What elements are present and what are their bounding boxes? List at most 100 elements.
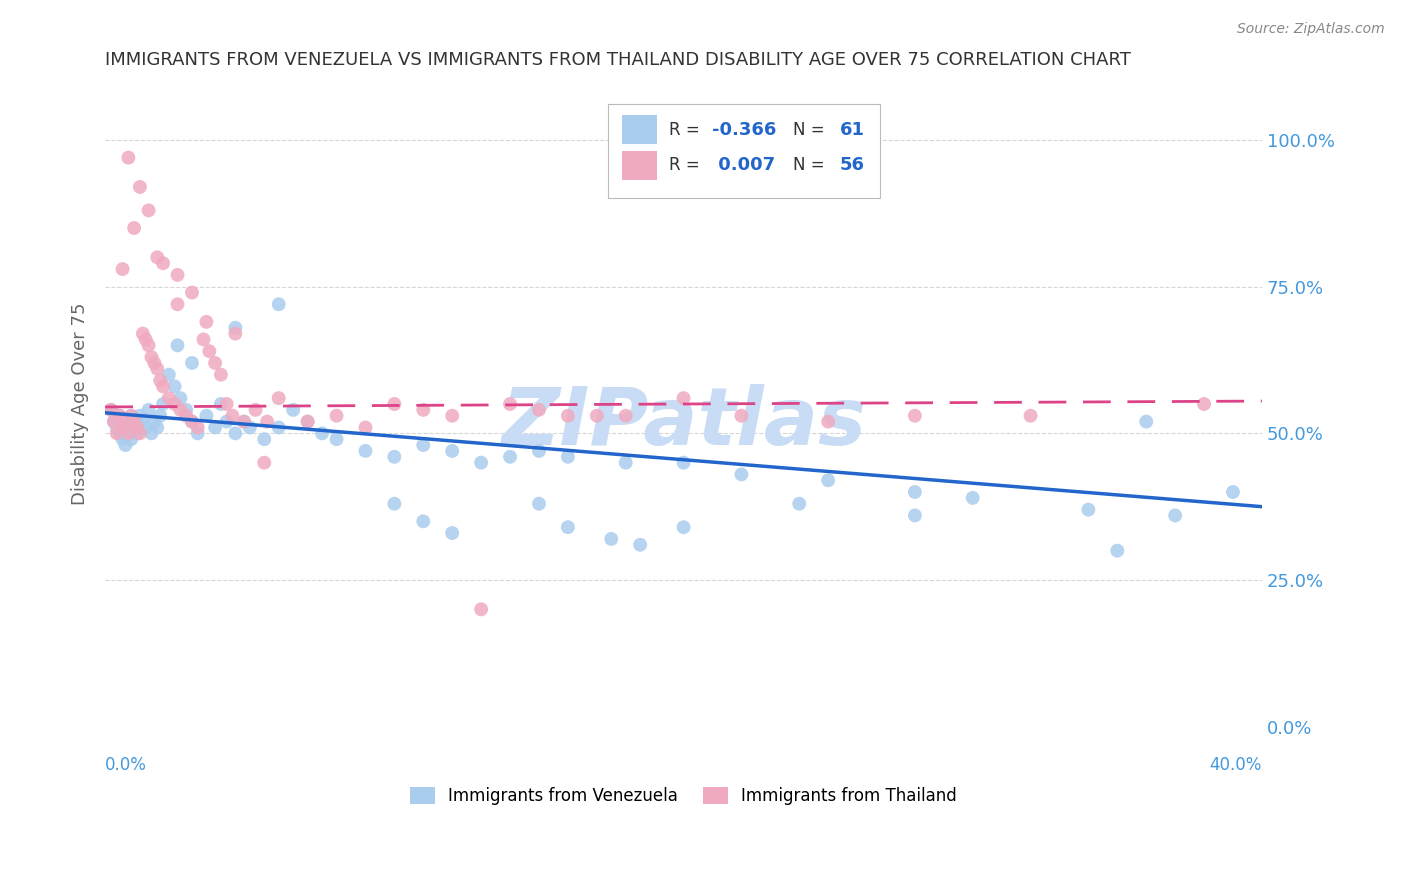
Point: [195, 315, 218, 329]
Point: [120, 409, 142, 423]
Point: [962, 491, 984, 505]
Point: [245, 402, 267, 417]
Point: [730, 467, 752, 482]
Point: [117, 151, 139, 165]
Point: [384, 497, 406, 511]
Point: [311, 426, 333, 441]
Point: [441, 444, 464, 458]
Point: [527, 402, 550, 417]
FancyBboxPatch shape: [623, 151, 657, 180]
Text: 40.0%: 40.0%: [1209, 756, 1263, 773]
Point: [108, 409, 131, 423]
Point: [129, 426, 152, 441]
Point: [157, 391, 180, 405]
Point: [224, 326, 246, 341]
Point: [122, 420, 145, 434]
Point: [138, 402, 160, 417]
Point: [138, 338, 160, 352]
Text: -0.366: -0.366: [713, 120, 778, 139]
Point: [904, 409, 927, 423]
Point: [614, 409, 637, 423]
Point: [146, 420, 169, 434]
Point: [100, 402, 122, 417]
Point: [117, 426, 139, 441]
Point: [108, 409, 131, 423]
Point: [174, 402, 197, 417]
Point: [105, 420, 128, 434]
Text: 0.0%: 0.0%: [105, 756, 148, 773]
Point: [103, 415, 125, 429]
Text: 0.007: 0.007: [713, 156, 776, 174]
Point: [181, 285, 204, 300]
Text: N =: N =: [793, 120, 831, 139]
Point: [132, 415, 155, 429]
Point: [904, 485, 927, 500]
Point: [354, 444, 377, 458]
Point: [441, 526, 464, 541]
Point: [412, 438, 434, 452]
Point: [1107, 543, 1129, 558]
Point: [224, 320, 246, 334]
Point: [152, 256, 174, 270]
Point: [672, 456, 695, 470]
Point: [181, 356, 204, 370]
Point: [169, 402, 191, 417]
Point: [297, 415, 319, 429]
Text: ZIPatlas: ZIPatlas: [501, 384, 866, 462]
Point: [143, 356, 166, 370]
Point: [253, 432, 276, 446]
Point: [152, 379, 174, 393]
Point: [187, 420, 209, 434]
Text: N =: N =: [793, 156, 831, 174]
Point: [354, 420, 377, 434]
Point: [181, 415, 204, 429]
Point: [628, 538, 651, 552]
Y-axis label: Disability Age Over 75: Disability Age Over 75: [72, 302, 89, 505]
Point: [129, 180, 152, 194]
Point: [174, 409, 197, 423]
Point: [120, 432, 142, 446]
Point: [499, 450, 522, 464]
Point: [141, 350, 163, 364]
Point: [163, 397, 186, 411]
Point: [1135, 415, 1157, 429]
Text: R =: R =: [668, 120, 704, 139]
Point: [181, 415, 204, 429]
Point: [135, 333, 157, 347]
Point: [527, 497, 550, 511]
Point: [111, 415, 134, 429]
Point: [169, 391, 191, 405]
Point: [1192, 397, 1215, 411]
Point: [108, 426, 131, 441]
Point: [105, 426, 128, 441]
Legend: Immigrants from Venezuela, Immigrants from Thailand: Immigrants from Venezuela, Immigrants fr…: [404, 780, 965, 812]
Point: [209, 368, 232, 382]
Point: [209, 397, 232, 411]
Point: [163, 379, 186, 393]
Point: [114, 415, 136, 429]
Point: [557, 520, 579, 534]
Point: [1077, 502, 1099, 516]
Point: [267, 420, 290, 434]
Text: R =: R =: [668, 156, 704, 174]
Point: [412, 402, 434, 417]
Point: [215, 415, 238, 429]
Point: [527, 444, 550, 458]
Point: [233, 415, 256, 429]
Point: [204, 356, 226, 370]
Point: [1164, 508, 1187, 523]
Point: [152, 397, 174, 411]
Point: [122, 415, 145, 429]
Text: Source: ZipAtlas.com: Source: ZipAtlas.com: [1237, 22, 1385, 37]
Point: [193, 333, 215, 347]
Point: [187, 426, 209, 441]
Point: [672, 520, 695, 534]
Point: [114, 420, 136, 434]
Point: [1019, 409, 1042, 423]
Point: [111, 420, 134, 434]
Point: [672, 391, 695, 405]
Point: [114, 438, 136, 452]
Point: [557, 409, 579, 423]
Point: [129, 409, 152, 423]
Point: [239, 420, 262, 434]
